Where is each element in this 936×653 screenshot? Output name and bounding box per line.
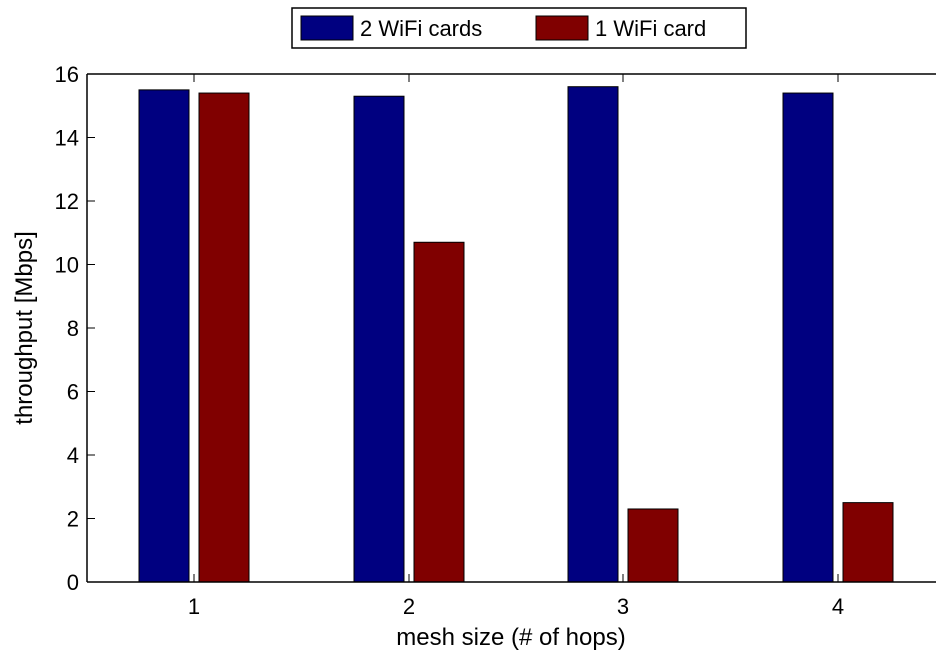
bar-two-cards-4	[782, 92, 834, 583]
x-tick-label: 2	[403, 594, 415, 619]
y-tick-label: 4	[67, 443, 79, 468]
y-tick-label: 16	[55, 62, 79, 87]
bar-two-cards-3	[567, 86, 619, 583]
legend-swatch-two-cards	[300, 15, 354, 41]
legend-label-two-cards: 2 WiFi cards	[360, 16, 482, 41]
x-axis-title: mesh size (# of hops)	[396, 624, 625, 651]
y-tick-label: 2	[67, 507, 79, 532]
x-tick-label: 1	[188, 594, 200, 619]
bar-one-card-4	[842, 502, 894, 583]
y-axis-title: throughput [Mbps]	[11, 231, 38, 424]
y-tick-label: 8	[67, 316, 79, 341]
legend-swatch-one-card	[535, 15, 589, 41]
y-tick-label: 10	[55, 253, 79, 278]
x-tick-label: 3	[617, 594, 629, 619]
y-tick-label: 14	[55, 126, 79, 151]
bar-one-card-2	[413, 241, 465, 583]
bar-one-card-1	[198, 92, 250, 583]
bar-one-card-3	[627, 508, 679, 583]
y-tick-label: 0	[67, 570, 79, 595]
x-tick-label: 4	[832, 594, 844, 619]
bar-two-cards-1	[138, 89, 190, 583]
y-tick-label: 6	[67, 380, 79, 405]
legend-label-one-card: 1 WiFi card	[595, 16, 706, 41]
bar-two-cards-2	[353, 95, 405, 583]
legend-box	[291, 7, 747, 49]
y-tick-label: 12	[55, 189, 79, 214]
